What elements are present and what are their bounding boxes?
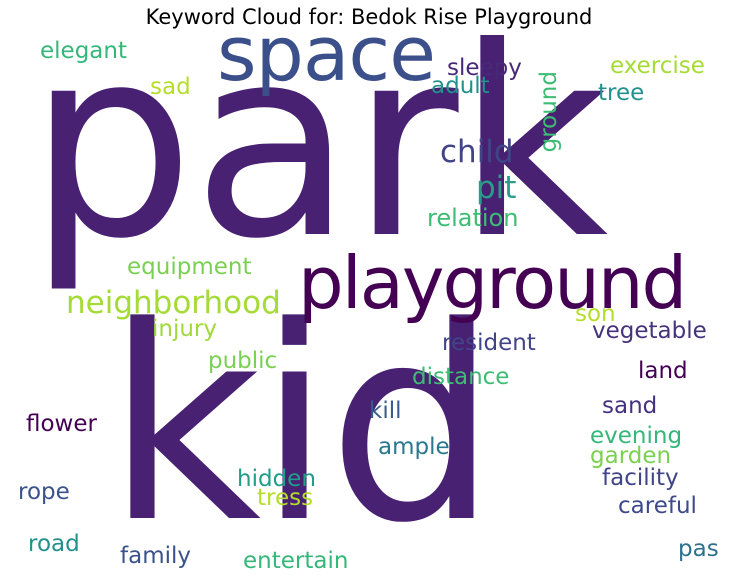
word-ground: ground — [536, 71, 562, 153]
word-land: land — [638, 358, 688, 384]
word-elegant: elegant — [40, 38, 127, 64]
word-family: family — [120, 543, 191, 569]
word-sleepy: sleepy — [447, 55, 522, 81]
word-resident: resident — [442, 330, 536, 356]
word-neighborhood: neighborhood — [66, 285, 281, 321]
word-public: public — [208, 348, 278, 374]
word-relation: relation — [427, 204, 519, 232]
word-equipment: equipment — [127, 254, 252, 280]
word-pas: pas — [678, 536, 719, 562]
word-careful: careful — [618, 493, 697, 519]
word-flower: flower — [26, 411, 97, 437]
word-rope: rope — [18, 479, 70, 505]
word-tree: tree — [598, 80, 645, 106]
word-sad: sad — [150, 74, 191, 100]
word-vegetable: vegetable — [592, 318, 707, 344]
word-injury: injury — [152, 316, 218, 342]
word-garden: garden — [590, 443, 672, 469]
word-exercise: exercise — [610, 53, 705, 79]
chart-title: Keyword Cloud for: Bedok Rise Playground — [145, 5, 593, 29]
word-kill: kill — [369, 398, 402, 424]
word-ample: ample — [378, 434, 450, 460]
word-hidden: hidden — [237, 466, 316, 492]
word-tress: tress — [257, 485, 314, 511]
word-park: park — [28, 0, 608, 296]
word-kid: kid — [106, 270, 498, 582]
word-distance: distance — [412, 364, 510, 390]
word-pit: pit — [476, 170, 517, 206]
word-playground: playground — [298, 241, 687, 325]
word-facility: facility — [602, 465, 679, 491]
word-road: road — [28, 531, 80, 557]
word-evening: evening — [590, 423, 683, 449]
word-sand: sand — [602, 393, 658, 419]
word-child: child — [440, 134, 514, 170]
word-son: son — [575, 301, 616, 327]
word-adult: adult — [431, 73, 490, 99]
word-entertain: entertain — [243, 548, 349, 574]
word-space: space — [217, 9, 436, 98]
